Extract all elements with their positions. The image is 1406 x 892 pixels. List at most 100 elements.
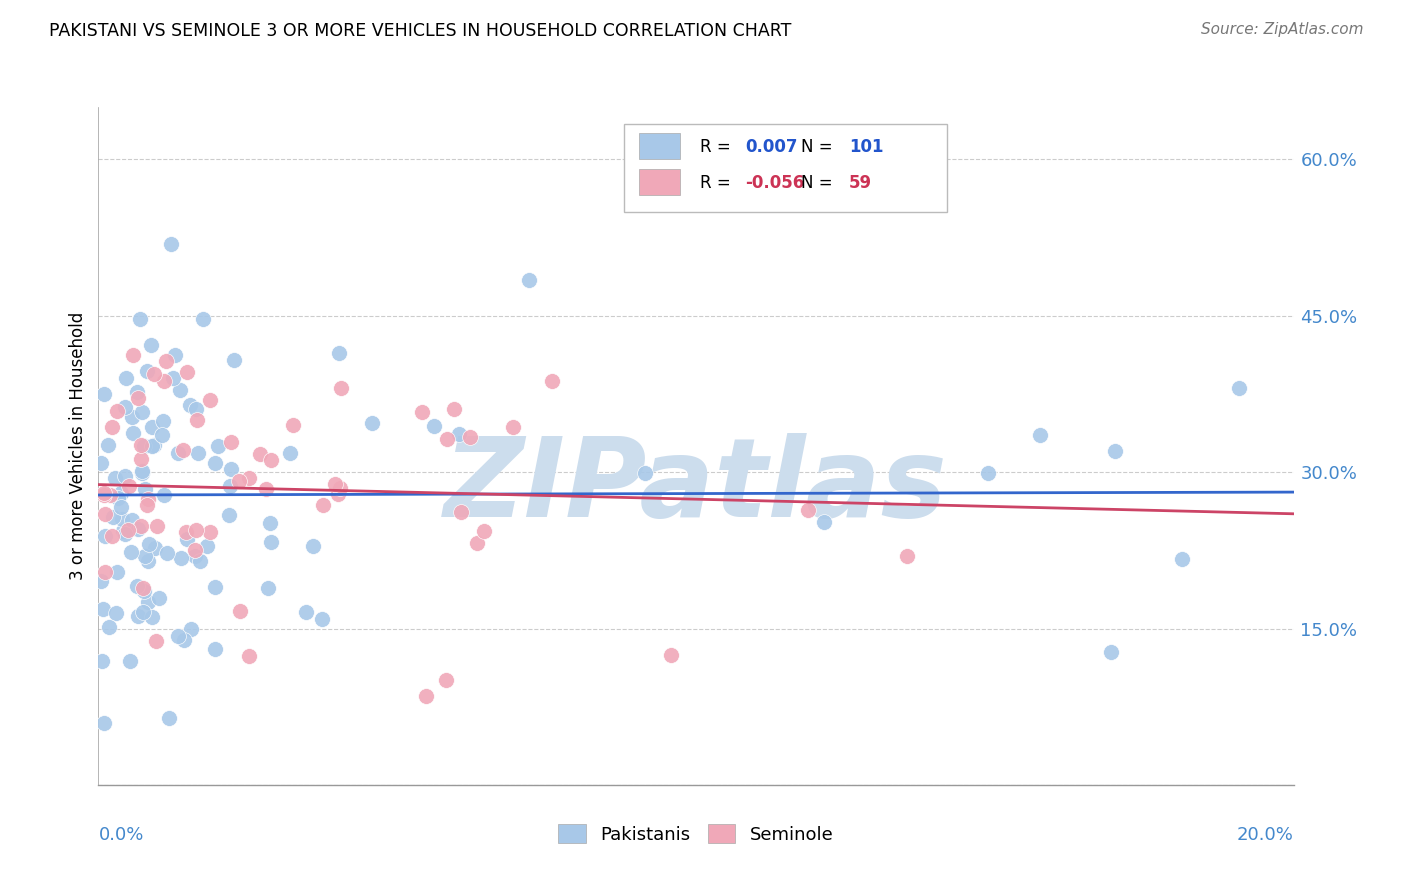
Point [131,518,153,533]
Point [540,374,562,388]
Point [153,374,176,388]
Point [114,400,136,414]
Point [195,539,218,553]
Point [204,641,226,656]
Point [238,471,260,485]
Point [260,534,283,549]
Point [114,469,136,483]
Point [312,499,335,513]
Point [180,622,202,636]
Point [634,466,657,480]
Point [118,654,141,668]
Point [259,516,281,530]
Point [311,612,333,626]
Point [295,605,318,619]
Point [254,482,277,496]
Point [449,427,471,442]
Point [131,466,153,480]
Point [141,338,163,352]
Point [173,633,195,648]
Point [110,485,132,500]
Point [104,471,127,485]
Point [257,581,280,595]
Point [136,554,159,568]
Text: Source: ZipAtlas.com: Source: ZipAtlas.com [1201,22,1364,37]
Point [1029,428,1052,442]
Point [94,507,117,521]
Point [127,522,149,536]
Point [186,413,208,427]
Y-axis label: 3 or more Vehicles in Household: 3 or more Vehicles in Household [69,312,87,580]
Point [90,574,112,588]
Point [976,467,998,481]
Point [110,500,132,515]
Text: 59: 59 [849,174,872,192]
Point [91,602,114,616]
Point [98,488,121,502]
Point [204,456,226,470]
Point [142,438,165,452]
Point [458,430,481,444]
Point [141,439,163,453]
Point [121,410,143,425]
Point [114,527,136,541]
Text: PAKISTANI VS SEMINOLE 3 OR MORE VEHICLES IN HOUSEHOLD CORRELATION CHART: PAKISTANI VS SEMINOLE 3 OR MORE VEHICLES… [49,22,792,40]
Point [90,456,112,470]
Point [328,345,350,359]
Point [101,420,124,434]
Point [148,591,170,606]
Point [167,629,190,643]
Point [128,311,150,326]
Point [127,391,149,405]
Point [93,387,115,401]
Point [281,417,304,432]
Point [188,554,211,568]
Point [127,609,149,624]
Point [517,273,540,287]
Point [143,368,166,382]
Point [110,511,132,525]
Text: N =: N = [801,174,838,192]
Point [141,420,163,434]
Point [121,513,143,527]
Point [184,542,207,557]
Point [145,541,167,556]
Point [207,439,229,453]
Point [1099,644,1122,658]
Point [219,478,242,492]
Point [120,544,142,558]
Point [125,579,148,593]
Point [434,673,457,688]
Point [204,580,226,594]
Point [136,595,159,609]
Point [94,529,117,543]
Point [156,546,179,560]
Point [91,654,114,668]
Point [1171,552,1194,566]
Point [118,478,141,492]
Point [105,404,128,418]
FancyBboxPatch shape [624,124,948,212]
Point [134,482,156,496]
Point [184,402,207,417]
Point [162,370,184,384]
Point [187,446,209,460]
Point [136,492,159,507]
Point [132,605,155,619]
Point [152,414,174,428]
Point [132,583,155,598]
Point [93,488,115,502]
Point [198,525,221,540]
Point [135,364,157,378]
Point [238,648,260,663]
Point [502,419,524,434]
Point [101,510,124,524]
Point [219,435,242,450]
Legend: Pakistanis, Seminole: Pakistanis, Seminole [558,824,834,844]
Point [122,348,145,362]
Point [198,392,221,407]
Point [249,447,271,461]
Point [330,381,353,395]
Text: R =: R = [700,138,735,156]
Point [218,508,240,522]
